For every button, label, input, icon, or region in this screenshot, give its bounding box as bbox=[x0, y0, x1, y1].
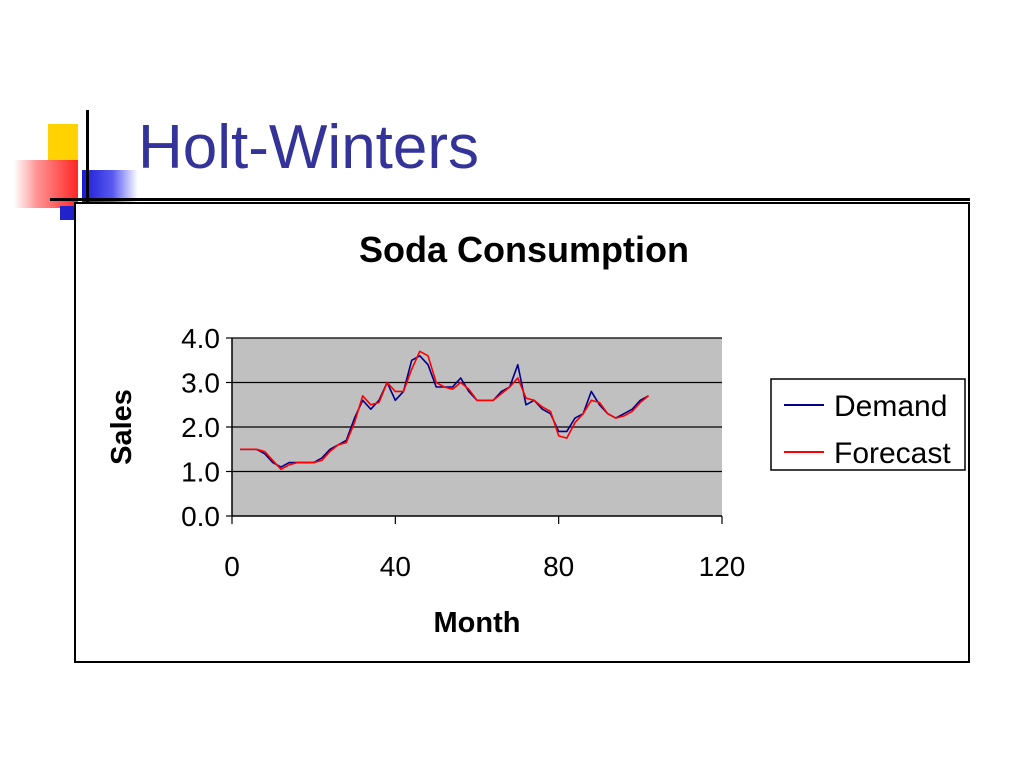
y-tick-label: 2.0 bbox=[181, 412, 220, 443]
decor-horizontal-rule bbox=[50, 198, 970, 201]
y-tick-label: 1.0 bbox=[181, 457, 220, 488]
series-lines bbox=[240, 350, 650, 471]
decor-blue-square bbox=[82, 170, 138, 202]
x-tick-label: 40 bbox=[380, 551, 411, 582]
legend-forecast-label: Forecast bbox=[834, 437, 951, 470]
decor-vertical-rule bbox=[86, 110, 89, 208]
x-tick-label: 0 bbox=[224, 551, 240, 582]
y-tick-label: 4.0 bbox=[181, 323, 220, 354]
x-tick-label: 120 bbox=[699, 551, 746, 582]
legend: Demand Forecast bbox=[770, 378, 966, 471]
legend-box bbox=[770, 378, 966, 471]
x-axis-label: Month bbox=[434, 607, 521, 639]
decor-yellow-square bbox=[48, 124, 78, 162]
decor-small-blue-square bbox=[60, 206, 74, 220]
legend-demand-label: Demand bbox=[834, 390, 947, 423]
series-line-forecast bbox=[240, 350, 650, 471]
y-tick-label: 3.0 bbox=[181, 368, 220, 399]
slide-title: Holt-Winters bbox=[138, 113, 480, 182]
gridlines bbox=[232, 337, 722, 473]
y-axis-label: Sales bbox=[106, 389, 138, 465]
y-tick-label: 0.0 bbox=[181, 501, 220, 532]
axes: 0.0 1.0 2.0 3.0 4.0 0 40 80 120 bbox=[181, 323, 745, 582]
chart-title: Soda Consumption bbox=[359, 229, 689, 270]
line-chart: Soda Consumption 0.0 1.0 2.0 3.0 4.0 0 40 80 120… bbox=[106, 229, 966, 639]
x-tick-label: 80 bbox=[543, 551, 574, 582]
